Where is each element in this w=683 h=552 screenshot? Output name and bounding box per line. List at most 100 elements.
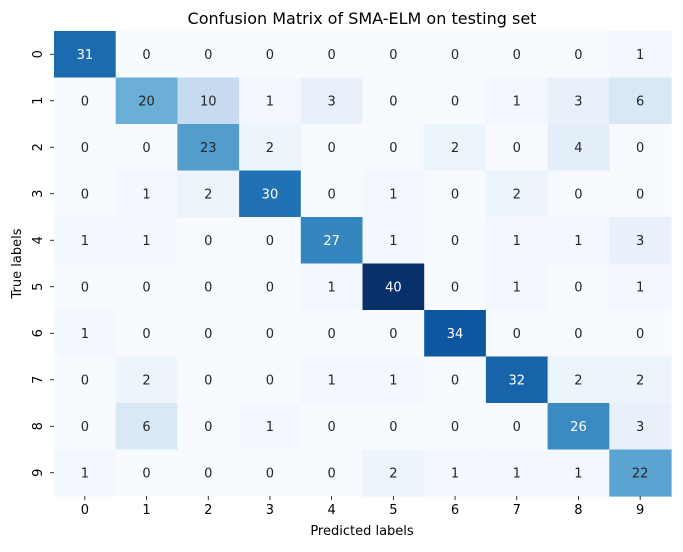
cell-value-label-r1-c6: 0: [451, 94, 459, 109]
heatmap-cell-r2-c4: [300, 124, 364, 172]
heatmap-cell-r3-c2: [177, 170, 240, 218]
cell-value-label-r7-c4: 1: [328, 373, 336, 388]
cell-value-label-r9-c0: 1: [81, 466, 89, 481]
y-tick-label-9: 9: [31, 469, 46, 477]
x-tick-label-9: 9: [636, 503, 644, 518]
cell-value-label-r6-c5: 0: [389, 327, 397, 342]
heatmap-cell-r2-c3: [239, 124, 302, 172]
cell-value-label-r5-c9: 1: [636, 280, 644, 295]
heatmap-cell-r9-c1: [115, 449, 178, 497]
heatmap-cell-r1-c6: [424, 77, 487, 125]
heatmap-cell-r0-c4: [300, 31, 364, 79]
cell-value-label-r9-c9: 22: [632, 466, 649, 481]
heatmap-cell-r4-c5: [362, 217, 425, 265]
heatmap-cell-r1-c4: [300, 77, 364, 125]
cell-value-label-r2-c4: 0: [328, 141, 336, 156]
heatmap-cell-r3-c0: [54, 170, 117, 218]
cell-value-label-r9-c6: 1: [451, 466, 459, 481]
cell-value-label-r0-c9: 1: [636, 48, 644, 63]
heatmap-cell-r9-c6: [424, 449, 487, 497]
heatmap-cell-r6-c0: [54, 310, 117, 358]
heatmap-cell-r7-c0: [54, 356, 117, 404]
cell-value-label-r5-c4: 1: [328, 280, 336, 295]
heatmap-cell-r7-c3: [239, 356, 302, 404]
cell-value-label-r6-c2: 0: [204, 327, 212, 342]
cell-value-label-r9-c7: 1: [513, 466, 521, 481]
heatmap-cell-r6-c5: [362, 310, 425, 358]
heatmap-cell-r9-c5: [362, 449, 425, 497]
heatmap-cell-r8-c4: [300, 403, 364, 451]
cell-value-label-r4-c1: 1: [142, 234, 150, 249]
cell-value-label-r4-c2: 0: [204, 234, 212, 249]
y-tick-label-3: 3: [31, 190, 46, 198]
heatmap-cell-r8-c2: [177, 403, 240, 451]
heatmap-cell-r4-c7: [485, 217, 549, 265]
x-tick-label-3: 3: [266, 503, 274, 518]
x-tick-label-6: 6: [451, 503, 459, 518]
cell-value-label-r9-c8: 1: [574, 466, 582, 481]
cell-value-label-r1-c5: 0: [389, 94, 397, 109]
heatmap-cell-r9-c7: [485, 449, 549, 497]
y-tick-label-8: 8: [31, 422, 46, 430]
heatmap-cells: 31 0 0 0 0 0 0 0 0 10 20 10 1 3 0 0 1 3 60 0 23 2 0 0 2 0 4 00 1 2 30 0…: [54, 31, 672, 497]
heatmap-cell-r0-c0: [54, 31, 117, 79]
cell-value-label-r4-c4: 27: [323, 234, 340, 249]
y-axis-label: True labels: [10, 228, 25, 299]
cell-value-label-r3-c0: 0: [81, 187, 89, 202]
cell-value-label-r4-c7: 1: [513, 234, 521, 249]
cell-value-label-r7-c9: 2: [636, 373, 644, 388]
cell-value-label-r3-c3: 30: [262, 187, 279, 202]
cell-value-label-r1-c2: 10: [200, 94, 217, 109]
cell-value-label-r0-c4: 0: [328, 48, 336, 63]
cell-value-label-r0-c5: 0: [389, 48, 397, 63]
heatmap-cell-r8-c3: [239, 403, 302, 451]
heatmap-cell-r0-c3: [239, 31, 302, 79]
heatmap-cell-r3-c7: [485, 170, 549, 218]
heatmap-cell-r7-c6: [424, 356, 487, 404]
heatmap-cell-r4-c1: [115, 217, 178, 265]
heatmap-cell-r1-c1: [115, 77, 178, 125]
heatmap-cell-r0-c8: [547, 31, 610, 79]
y-tick-label-2: 2: [31, 143, 46, 151]
cell-value-label-r6-c9: 0: [636, 327, 644, 342]
heatmap-cell-r8-c1: [115, 403, 178, 451]
cell-value-label-r2-c3: 2: [266, 141, 274, 156]
cell-value-label-r2-c9: 0: [636, 141, 644, 156]
cell-value-label-r0-c2: 0: [204, 48, 212, 63]
heatmap-cell-r8-c5: [362, 403, 425, 451]
cell-value-label-r2-c0: 0: [81, 141, 89, 156]
heatmap-cell-r1-c5: [362, 77, 425, 125]
cell-value-label-r2-c5: 0: [389, 141, 397, 156]
chart-title: Confusion Matrix of SMA-ELM on testing s…: [188, 9, 537, 28]
heatmap-cell-r2-c6: [424, 124, 487, 172]
cell-value-label-r7-c3: 0: [266, 373, 274, 388]
x-tick-label-2: 2: [204, 503, 212, 518]
x-tick-label-4: 4: [328, 503, 336, 518]
heatmap-cell-r9-c4: [300, 449, 364, 497]
heatmap-cell-r2-c0: [54, 124, 117, 172]
heatmap-cell-r9-c8: [547, 449, 610, 497]
cell-value-label-r3-c8: 0: [574, 187, 582, 202]
cell-value-label-r5-c2: 0: [204, 280, 212, 295]
heatmap-cell-r3-c1: [115, 170, 178, 218]
cell-value-label-r3-c1: 1: [142, 187, 150, 202]
x-tick-label-8: 8: [574, 503, 582, 518]
cell-value-label-r0-c7: 0: [513, 48, 521, 63]
cell-value-label-r8-c2: 0: [204, 420, 212, 435]
heatmap-cell-r1-c2: [177, 77, 240, 125]
cell-value-label-r1-c1: 20: [138, 94, 155, 109]
cell-value-label-r4-c8: 1: [574, 234, 582, 249]
heatmap-cell-r9-c2: [177, 449, 240, 497]
cell-value-label-r5-c0: 0: [81, 280, 89, 295]
heatmap-cell-r0-c7: [485, 31, 549, 79]
cell-value-label-r7-c0: 0: [81, 373, 89, 388]
heatmap-cell-r9-c0: [54, 449, 117, 497]
heatmap-cell-r3-c6: [424, 170, 487, 218]
y-axis-ticks: 0 1 2 3 4 5 6 7 8 9: [31, 50, 54, 477]
heatmap-cell-r6-c9: [609, 310, 672, 358]
heatmap-cell-r7-c4: [300, 356, 364, 404]
cell-value-label-r5-c1: 0: [142, 280, 150, 295]
heatmap-cell-r4-c8: [547, 217, 610, 265]
cell-value-label-r8-c9: 3: [636, 420, 644, 435]
heatmap-cell-r3-c5: [362, 170, 425, 218]
